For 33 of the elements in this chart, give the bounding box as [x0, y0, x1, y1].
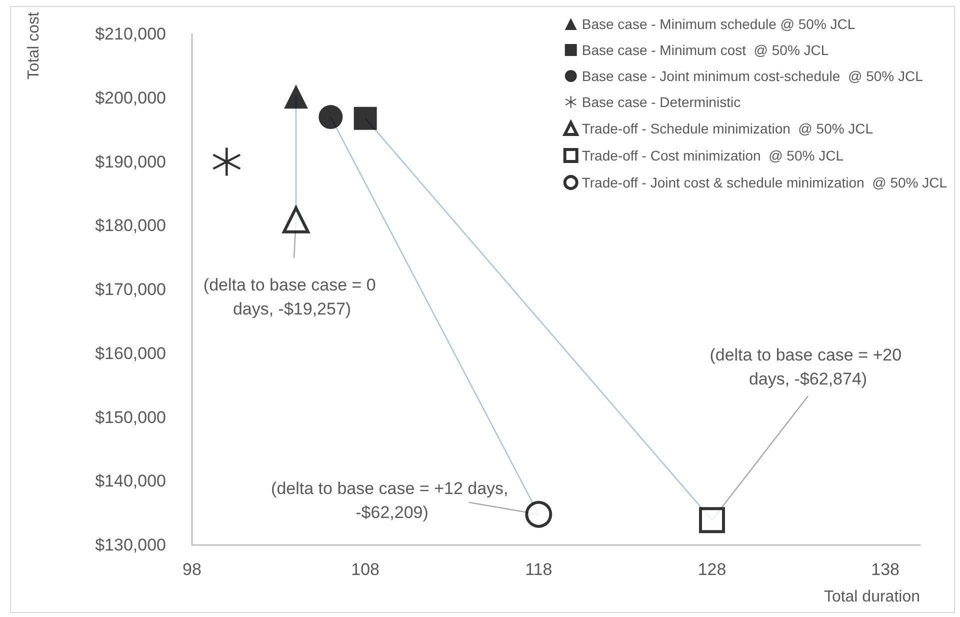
- x-tick-label: 98: [182, 560, 202, 579]
- legend-label: Trade-off - Cost minimization @ 50% JCL: [582, 148, 844, 164]
- y-tick-label: $160,000: [95, 344, 166, 363]
- point: [354, 106, 377, 130]
- x-axis-title: Total duration: [824, 588, 920, 606]
- y-tick-label: $130,000: [95, 536, 166, 554]
- annotation: (delta to base case = +20 days, -$62,874): [710, 346, 906, 389]
- y-tick-label: $150,000: [95, 408, 166, 427]
- legend-label: Base case - Minimum cost @ 50% JCL: [582, 42, 829, 58]
- point: [284, 84, 308, 109]
- legend-label: Base case - Joint minimum cost-schedule @ 50% JCL: [582, 68, 924, 84]
- point: [318, 105, 343, 130]
- legend-label: Trade-off - Schedule minimization @ 50% JCL: [582, 120, 874, 136]
- legend-label: Base case - Deterministic: [582, 94, 741, 110]
- y-tick-label: $210,000: [95, 24, 166, 44]
- y-tick-label: $140,000: [95, 472, 166, 491]
- legend-label: Base case - Minimum schedule @ 50% JCL: [582, 16, 856, 32]
- x-tick-label: 138: [871, 560, 900, 579]
- y-tick-label: $170,000: [95, 280, 166, 299]
- y-tick-label: $200,000: [95, 88, 166, 108]
- point: [282, 206, 310, 234]
- point: [525, 500, 552, 528]
- point: [212, 148, 241, 176]
- x-tick-label: 128: [698, 560, 726, 579]
- y-tick-label: $180,000: [95, 216, 166, 236]
- legend-label: Trade-off - Joint cost & schedule minimization @ 50% JCL: [582, 174, 948, 190]
- annotation: (delta to base case = +12 days, -$62,209): [271, 478, 508, 522]
- annotation: (delta to base case = 0 days, -$19,257): [203, 275, 381, 318]
- x-tick-label: 108: [351, 560, 380, 579]
- x-tick-label: 118: [525, 560, 552, 579]
- y-axis-title: Total cost: [26, 11, 42, 80]
- point: [699, 507, 725, 534]
- y-tick-label: $190,000: [95, 152, 166, 172]
